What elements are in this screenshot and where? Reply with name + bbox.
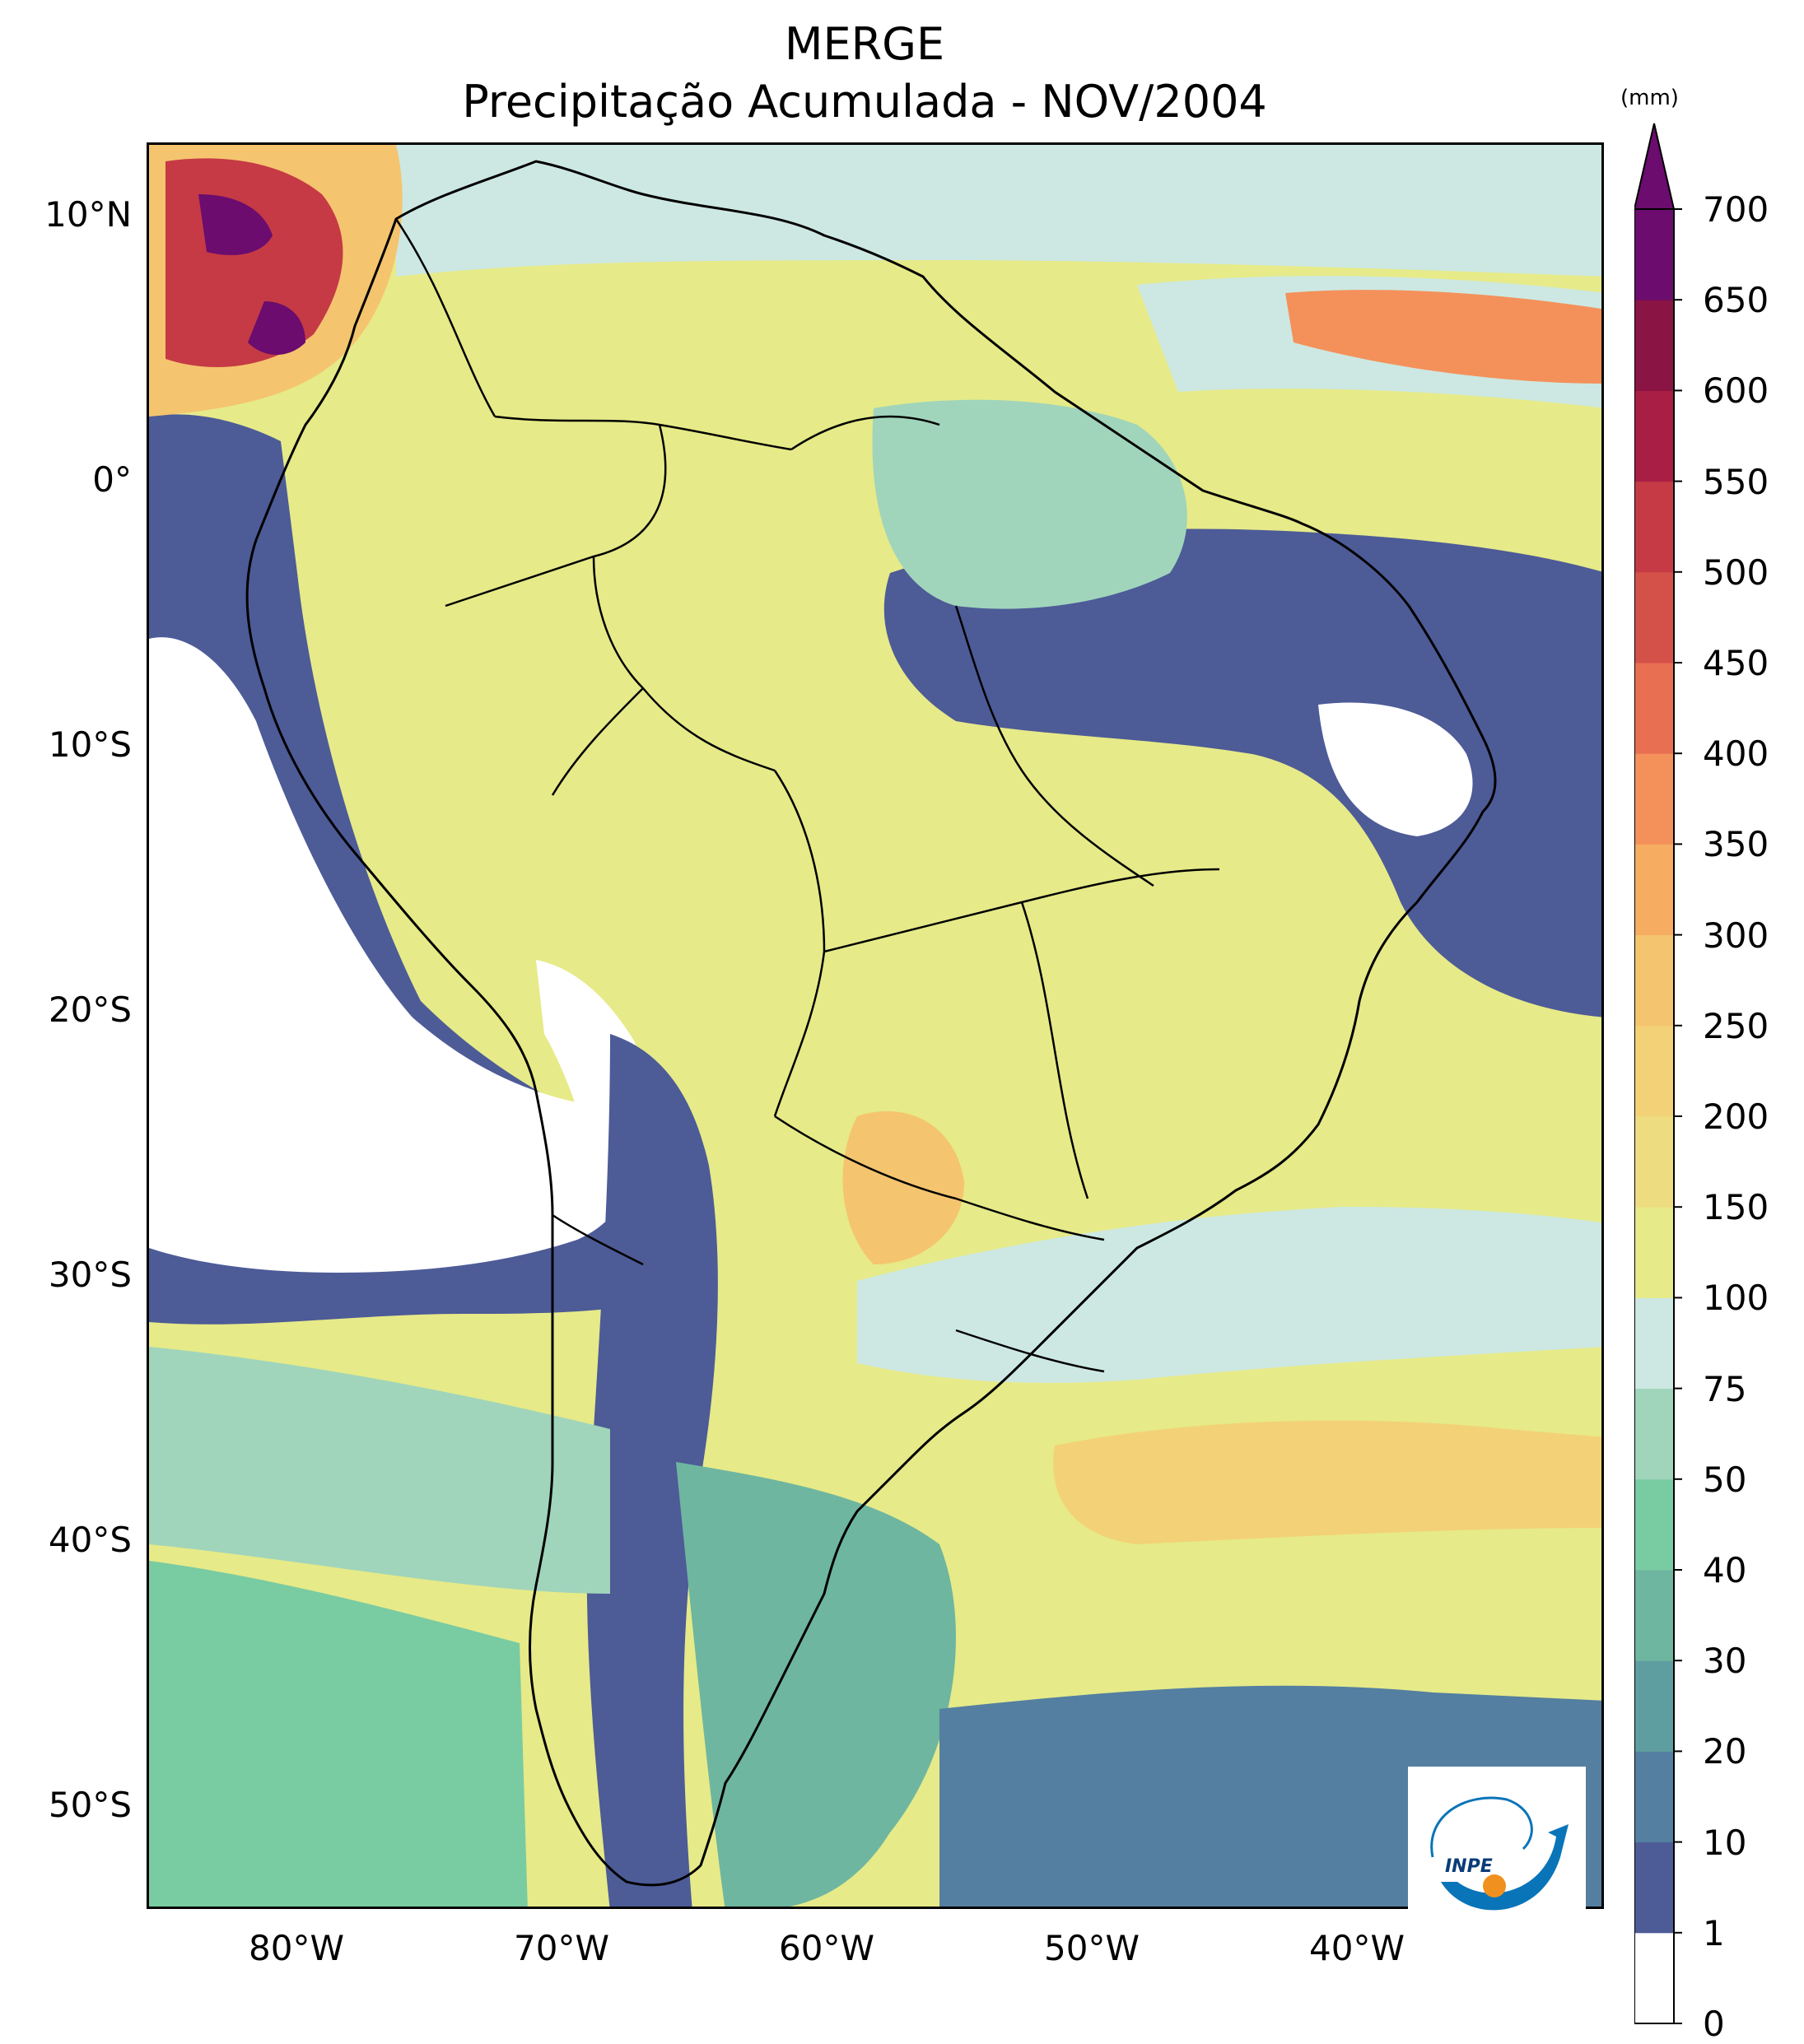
inpe-logo-graphic: INPE [1430,1796,1569,1911]
lat-tick-label: 50°S [48,1785,132,1825]
colorbar-unit: (mm) [1620,86,1679,110]
lon-tick-label: 60°W [779,1928,874,1968]
lat-tick-label: 10°N [44,194,132,235]
itcz-heavy-band [1285,290,1601,384]
colorbar-segment [1634,481,1674,573]
colorbar [1634,123,1682,2024]
colorbar-segment [1634,1932,1674,2024]
south-america-coastline [245,160,1497,1887]
colorbar-tick-label: 100 [1703,1278,1769,1319]
colorbar-tick-label: 1 [1703,1912,1725,1953]
colombia-wet-purple [198,194,305,355]
colorbar-segment [1634,753,1674,845]
pacific-white-area [149,637,630,1273]
lat-tick-label: 40°S [48,1520,132,1560]
map-canvas [149,145,1601,1907]
colorbar-tick-label: 0 [1703,2004,1725,2044]
caribbean-teal [396,145,1601,277]
lat-tick-label: 30°S [48,1255,132,1295]
colorbar-tick-label: 30 [1703,1641,1747,1682]
colorbar-tick-label: 500 [1703,552,1769,593]
colorbar-tick-label: 200 [1703,1096,1769,1137]
colorbar-segment [1634,934,1674,1027]
precipitation-map [147,142,1604,1909]
colorbar-tick-label: 450 [1703,643,1769,683]
colorbar-segment [1634,663,1674,754]
atlantic-orange-patch [1053,1420,1601,1544]
colorbar-segment [1634,300,1674,391]
patagonia-teal [676,1462,956,1907]
colorbar-segment [1634,1660,1674,1752]
colorbar-tick-label: 300 [1703,915,1769,956]
colorbar-segment [1634,1388,1674,1480]
colorbar-segment [1634,390,1674,482]
atlantic-teal-band-1 [149,1347,610,1594]
country-borders [394,218,1220,1373]
lon-tick-label: 50°W [1044,1928,1140,1968]
colorbar-tick-label: 650 [1703,280,1769,321]
inpe-logo: INPE [1408,1767,1586,1938]
map-title: MERGE [784,18,945,70]
colorbar-tick-label: 350 [1703,824,1769,865]
colorbar-segment [1634,1207,1674,1298]
colorbar-segment [1634,1841,1674,1934]
colorbar-tick-label: 150 [1703,1187,1769,1228]
colorbar-tick-label: 250 [1703,1005,1769,1046]
lon-tick-label: 70°W [514,1928,609,1968]
lat-tick-label: 20°S [48,989,132,1030]
lat-tick-label: 10°S [48,724,132,765]
atlantic-teal-band-2 [149,1561,528,1907]
lon-tick-label: 80°W [249,1928,344,1968]
lat-tick-label: 0° [92,459,132,500]
map-subtitle: Precipitação Acumulada - NOV/2004 [462,76,1267,128]
colorbar-extend-triangle [1634,123,1676,210]
colorbar-segment [1634,844,1674,936]
amazon-mouth-teal [872,399,1187,609]
colorbar-tick-label: 700 [1703,189,1769,230]
lon-tick-label: 40°W [1309,1928,1405,1968]
atlantic-light-teal [857,1207,1601,1383]
colorbar-tick-label: 400 [1703,733,1769,775]
colorbar-tick-label: 20 [1703,1731,1747,1772]
inpe-logo-text: INPE [1445,1856,1493,1877]
northeast-white [1318,702,1473,836]
colorbar-segment [1634,209,1674,300]
colorbar-segment [1634,1297,1674,1390]
colorbar-tick-label: 600 [1703,370,1769,412]
colorbar-segment [1634,1116,1674,1208]
colorbar-segment [1634,1025,1674,1117]
colorbar-tick-label: 75 [1703,1368,1747,1409]
colorbar-segment [1634,1751,1674,1843]
colorbar-tick-label: 10 [1703,1822,1747,1863]
colorbar-segment [1634,571,1674,663]
paraguay-wet-patch [842,1110,964,1264]
colorbar-tick-label: 40 [1703,1550,1747,1590]
colorbar-tick-label: 550 [1703,461,1769,502]
colorbar-segment [1634,1570,1674,1661]
colorbar-segment [1634,1478,1674,1571]
colorbar-tick-label: 50 [1703,1459,1747,1500]
